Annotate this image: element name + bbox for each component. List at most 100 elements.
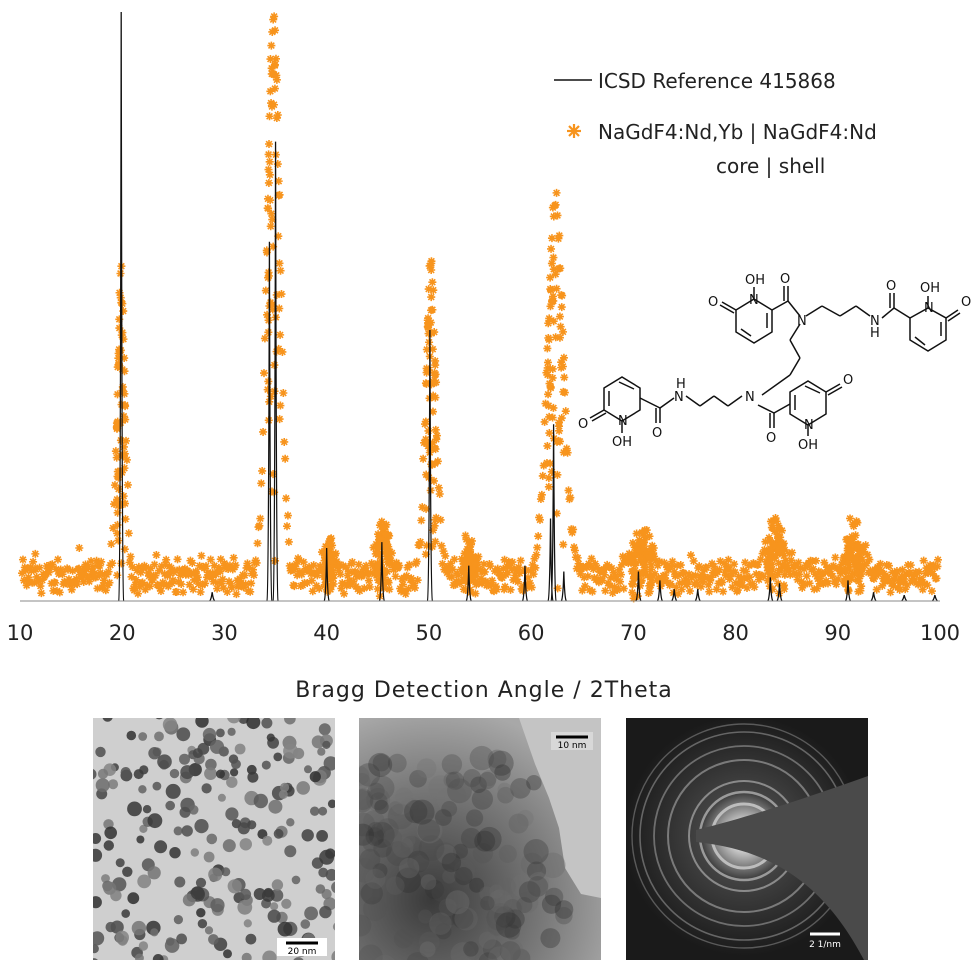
nanoparticle	[409, 770, 427, 788]
atom-oh: OH	[798, 438, 818, 453]
nanoparticle	[359, 773, 371, 790]
data-point	[400, 587, 409, 596]
data-point	[126, 552, 135, 561]
data-point	[240, 571, 249, 580]
data-point	[96, 568, 105, 577]
data-point	[774, 521, 783, 530]
nanoparticle	[262, 950, 277, 960]
data-point	[639, 561, 648, 570]
reference-series	[118, 11, 938, 602]
nanoparticle	[95, 746, 106, 758]
data-point	[382, 520, 391, 529]
nanoparticle	[234, 743, 246, 755]
nanoparticle	[176, 727, 191, 742]
data-point	[273, 160, 282, 169]
nanoparticle	[441, 852, 462, 873]
data-point	[568, 528, 577, 537]
data-point	[462, 535, 471, 544]
data-point	[272, 290, 281, 299]
nanoparticle	[127, 801, 142, 817]
data-point	[277, 290, 286, 299]
data-point	[835, 566, 844, 575]
atom-o: O	[708, 295, 718, 310]
data-point	[134, 562, 143, 571]
data-point	[112, 424, 121, 433]
data-point	[313, 571, 322, 580]
data-point	[719, 587, 728, 596]
data-point	[905, 569, 914, 578]
atom-n: N	[745, 390, 755, 405]
data-point	[26, 563, 35, 572]
data-point	[325, 538, 334, 547]
data-point	[269, 470, 278, 479]
data-point	[264, 377, 273, 386]
data-point	[56, 565, 65, 574]
data-point	[167, 563, 176, 572]
data-point	[754, 560, 763, 569]
data-point	[886, 588, 895, 597]
data-point	[327, 563, 336, 572]
nanoparticle	[179, 753, 190, 765]
data-point	[384, 578, 393, 587]
nanoparticle	[367, 782, 385, 800]
data-point	[787, 556, 796, 565]
reference-peak	[844, 580, 852, 602]
data-point	[843, 564, 852, 573]
data-point	[233, 576, 242, 585]
data-point	[602, 563, 611, 572]
data-point	[264, 204, 273, 213]
nanoparticle	[370, 775, 395, 800]
data-point	[263, 194, 272, 203]
data-point	[515, 569, 524, 578]
data-point	[888, 568, 897, 577]
data-point	[859, 547, 868, 556]
data-point	[895, 585, 904, 594]
nanoparticle	[486, 905, 512, 931]
data-point	[670, 567, 679, 576]
data-point	[846, 514, 855, 523]
data-point	[114, 360, 123, 369]
nanoparticle	[253, 888, 266, 900]
data-point	[430, 368, 439, 377]
nanoparticle	[418, 909, 433, 924]
data-point	[547, 467, 556, 476]
nanoparticle	[527, 876, 549, 897]
data-point	[53, 555, 62, 564]
nanoparticle	[453, 843, 468, 859]
nanoparticle	[115, 858, 125, 868]
data-point	[112, 453, 121, 462]
nanoparticle	[327, 799, 335, 809]
data-point	[309, 561, 318, 570]
data-point	[831, 553, 840, 562]
data-point	[691, 571, 700, 580]
nanoparticle	[241, 952, 252, 960]
nanoparticle	[436, 787, 461, 812]
reference-peak	[767, 577, 774, 602]
data-point	[263, 310, 272, 319]
data-point	[526, 566, 535, 575]
nanoparticle	[418, 835, 445, 861]
legend-entry-reference: ICSD Reference 415868	[598, 69, 836, 93]
data-point	[543, 344, 552, 353]
data-point	[628, 539, 637, 548]
data-point	[191, 567, 200, 576]
data-point	[812, 556, 821, 565]
data-point	[224, 565, 233, 574]
nanoparticle	[359, 823, 374, 846]
data-point	[375, 543, 384, 552]
nanoparticle	[398, 857, 420, 879]
nanoparticle	[139, 765, 149, 775]
data-point	[640, 544, 649, 553]
data-point	[774, 534, 783, 543]
data-point	[754, 575, 763, 584]
nanoparticle	[216, 728, 225, 738]
data-point	[588, 587, 597, 596]
data-point	[570, 546, 579, 555]
data-point	[223, 587, 232, 596]
data-point	[88, 562, 97, 571]
nanoparticle	[319, 905, 332, 919]
data-point	[19, 576, 28, 585]
nanoparticle	[438, 903, 460, 926]
data-point	[325, 552, 334, 561]
data-point	[241, 580, 250, 589]
